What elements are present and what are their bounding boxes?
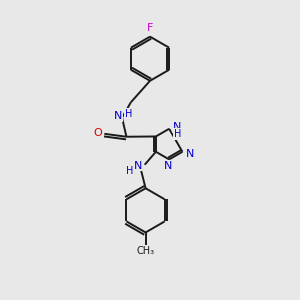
Text: H: H xyxy=(174,129,181,139)
Text: N: N xyxy=(173,122,182,132)
Text: H: H xyxy=(126,167,134,176)
Text: CH₃: CH₃ xyxy=(136,246,154,256)
Text: O: O xyxy=(94,128,102,138)
Text: N: N xyxy=(186,149,194,159)
Text: H: H xyxy=(125,109,132,119)
Text: N: N xyxy=(113,111,122,121)
Text: N: N xyxy=(134,160,142,171)
Text: F: F xyxy=(147,23,153,33)
Text: N: N xyxy=(164,161,172,171)
